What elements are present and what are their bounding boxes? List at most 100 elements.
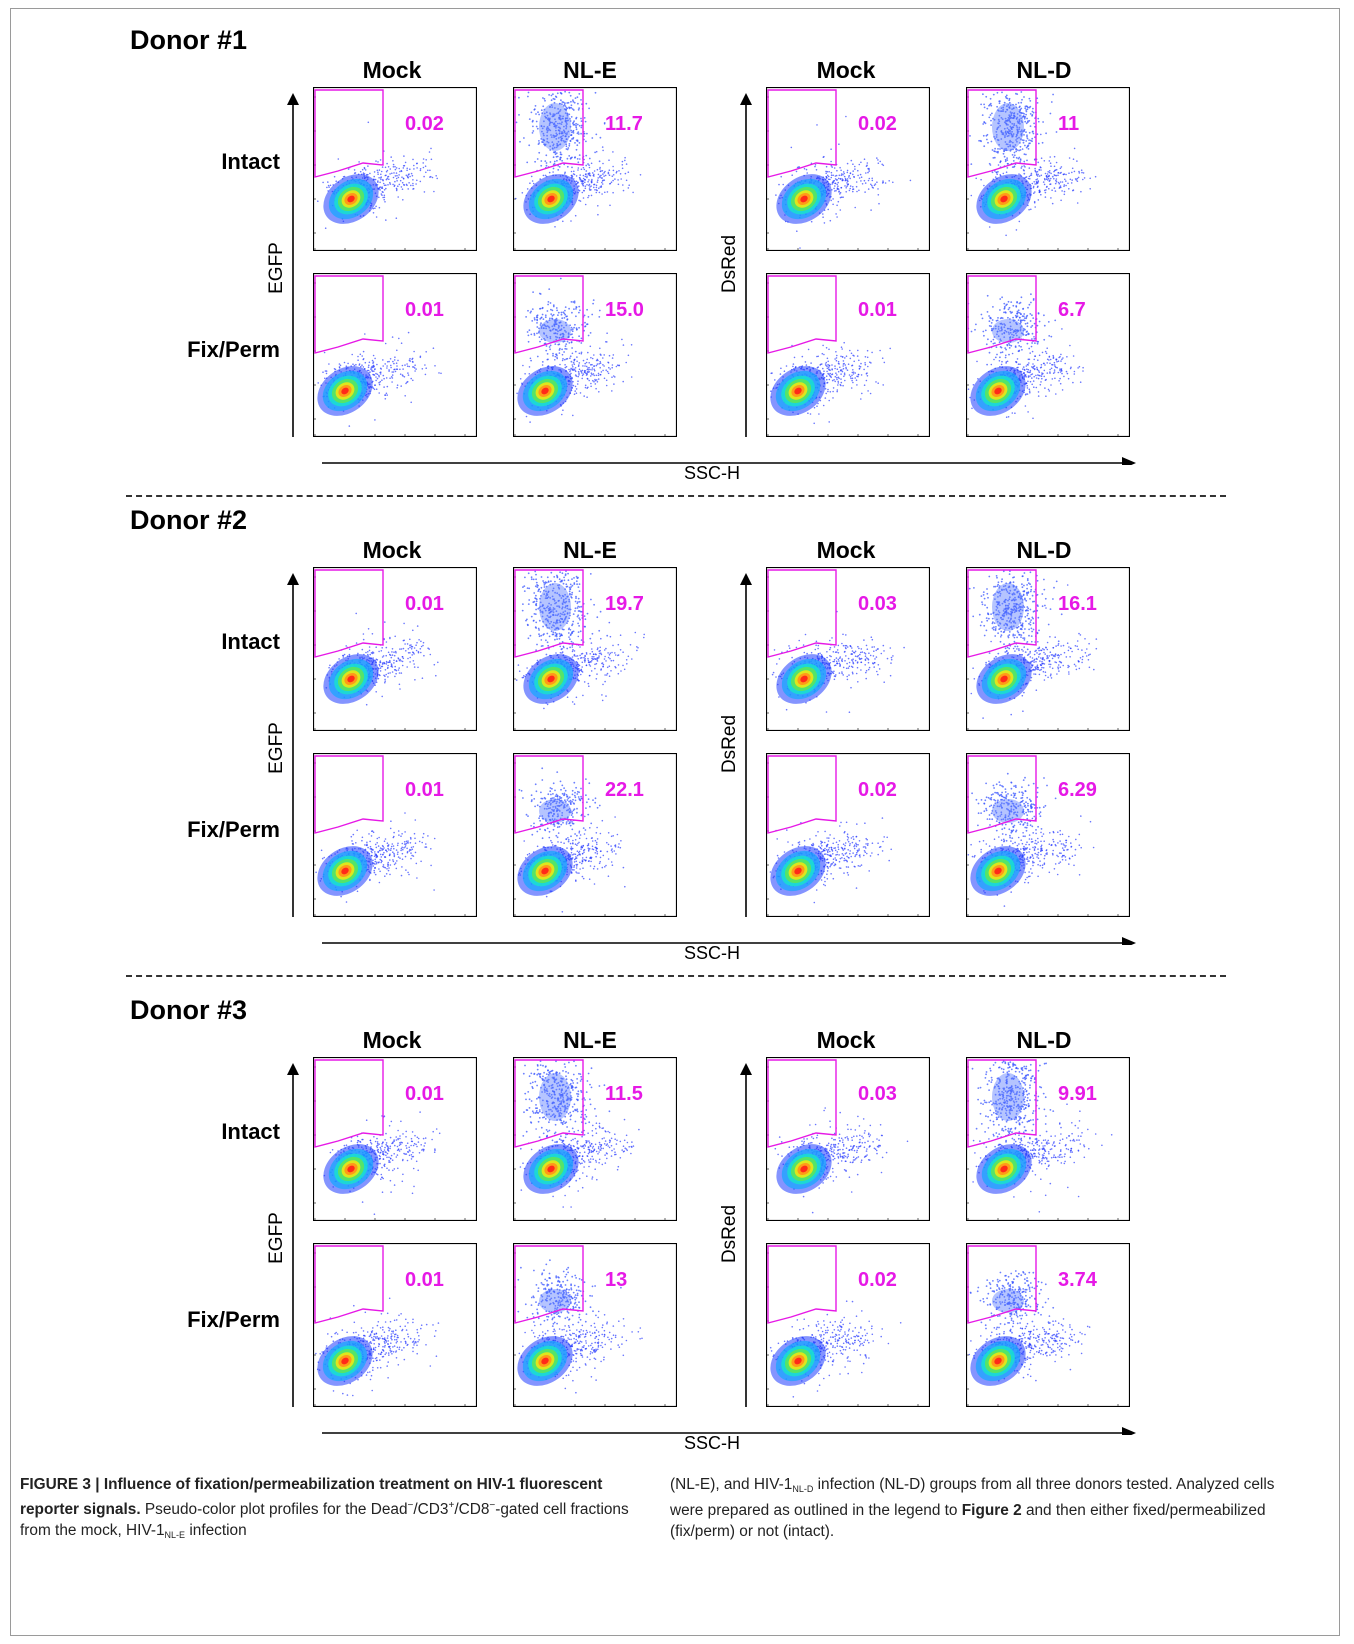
flow-plot-svg [765,566,931,732]
gate-percentage: 0.01 [405,1269,444,1291]
column-heading-nl-e: NL-E [563,1027,617,1053]
flow-plot [965,86,1131,252]
flow-plot-svg [312,86,478,252]
gate-percentage: 3.74 [1058,1269,1097,1291]
caption-text: and then either fixed/permeabilized (fix… [670,1502,1266,1540]
column-heading-nl-d: NL-D [1016,57,1072,83]
column-heading-nl-d: NL-D [1016,537,1072,563]
flow-plot [765,1242,931,1408]
flow-plot [512,1242,678,1408]
flow-plot [765,1056,931,1222]
x-axis-label-ssc-h: SSC-H [683,463,740,483]
x-axis-label-ssc-h: SSC-H [683,943,740,963]
column-heading-mock: Mock [362,1027,422,1053]
caption-text: /CD3 [413,1501,449,1519]
column-heading-mock: Mock [362,57,422,83]
flow-plot-svg [965,1056,1131,1222]
column-heading-mock: Mock [816,1027,876,1053]
caption-text: infection (NL-D) groups from all three d… [670,1476,1275,1519]
flow-plot [965,1056,1131,1222]
gate-percentage: 19.7 [605,593,644,615]
figure-frame [10,8,1340,1636]
flow-plot-svg [765,752,931,918]
column-heading-nl-e: NL-E [563,537,617,563]
flow-plot [512,752,678,918]
column-heading-mock: Mock [362,537,422,563]
caption-figure-ref[interactable]: Figure 2 [961,1502,1022,1519]
flow-plot-svg [765,86,931,252]
y-axis-label-egfp: EGFP [266,722,287,774]
caption-left-column: FIGURE 3 | Influence of fixation/permeab… [20,1474,640,1546]
row-label-fix-perm: Fix/Perm [187,817,280,842]
flow-plot [765,566,931,732]
caption-text: /CD8 [454,1501,490,1519]
donor-title: Donor #3 [130,995,248,1025]
gate-percentage: 16.1 [1058,593,1097,615]
y-axis-label-dsred: DsRed [719,714,740,774]
donor-title: Donor #2 [130,505,248,535]
flow-plot [512,566,678,732]
flow-plot-svg [512,1056,678,1222]
gate-percentage: 11.7 [605,113,643,135]
row-label-intact: Intact [221,629,280,654]
flow-plot [965,1242,1131,1408]
column-heading-nl-d: NL-D [1016,1027,1072,1053]
flow-plot-svg [765,272,931,438]
donor-separator [126,975,1226,977]
flow-plot-svg [765,1056,931,1222]
flow-plot [312,1242,478,1408]
caption-text: infection [189,1522,247,1540]
flow-plot [965,566,1131,732]
gate-percentage: 22.1 [605,779,644,801]
gate-percentage: 0.03 [858,593,897,615]
axis-arrows [287,1063,1136,1435]
figure-panel: Donor #1 Mock NL-E Mock NL-D Intact 0.02 11.7 0.… [126,25,1226,1453]
axis-arrows [287,573,1136,945]
flow-plot-svg [512,752,678,918]
caption-sub: NL-D [792,1484,814,1494]
caption-title: FIGURE 3 | Influence of fixation/permeab… [20,1476,603,1519]
flow-plot [965,272,1131,438]
flow-plot-svg [765,1242,931,1408]
row-label-fix-perm: Fix/Perm [187,337,280,362]
caption-text: Pseudo-color plot profiles for the [144,1501,367,1519]
flow-plot-svg [312,566,478,732]
flow-plot-svg [512,272,678,438]
flow-plot-svg [512,566,678,732]
donor-title: Donor #1 [130,25,248,55]
y-axis-label-dsred: DsRed [719,1204,740,1264]
flow-plot-svg [312,272,478,438]
y-axis-label-egfp: EGFP [266,242,287,294]
axis-arrows [287,93,1136,465]
flow-plot-svg [312,1242,478,1408]
flow-plot [512,86,678,252]
y-axis-label-egfp: EGFP [266,1212,287,1264]
column-heading-mock: Mock [816,537,876,563]
gate-percentage: 0.03 [858,1083,897,1105]
flow-plot [312,566,478,732]
gate-percentage: 0.01 [405,1083,444,1105]
flow-plot [312,752,478,918]
flow-plot [312,1056,478,1222]
gate-percentage: 11 [1058,113,1080,135]
caption-sup: + [448,1500,455,1511]
flow-plot-svg [965,566,1131,732]
gate-percentage: 6.7 [1058,299,1086,321]
flow-plot-svg [965,86,1131,252]
flow-plot [312,86,478,252]
gate-percentage: 6.29 [1058,779,1097,801]
gate-percentage: 15.0 [605,299,644,321]
x-axis-label-ssc-h: SSC-H [683,1433,740,1453]
gate-percentage: 0.02 [858,1269,897,1291]
flow-plot-svg [312,752,478,918]
flow-plot [765,752,931,918]
caption-text: (NL-E), and HIV-1 [670,1476,793,1493]
flow-plot [765,272,931,438]
gate-percentage: 11.5 [605,1083,643,1105]
gate-percentage: 9.91 [1058,1083,1097,1105]
gate-percentage: 0.01 [405,593,444,615]
column-heading-mock: Mock [816,57,876,83]
flow-plot [965,752,1131,918]
gate-percentage: 0.02 [405,113,444,135]
gate-percentage: 13 [605,1269,628,1291]
